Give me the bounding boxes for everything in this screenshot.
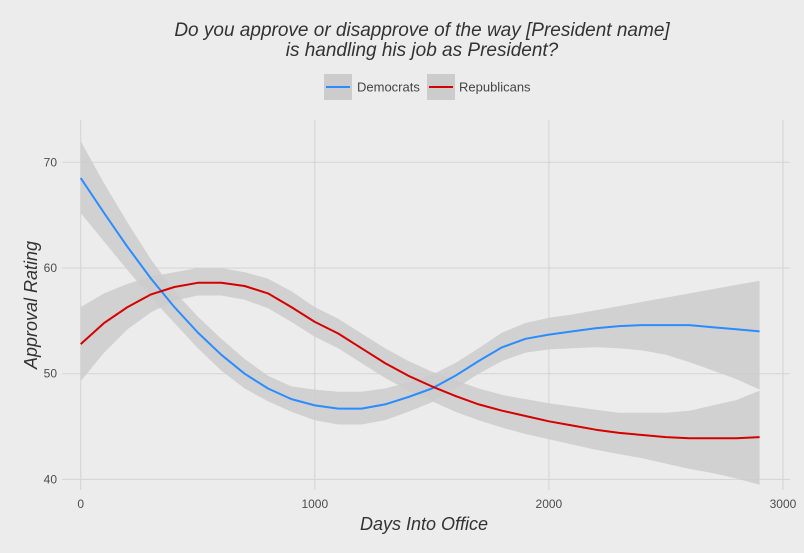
series-line-republicans (80, 281, 760, 440)
series-line-democrats (79, 177, 760, 410)
x-axis-title: Days Into Office (360, 514, 488, 534)
x-tick-label-1000: 1000 (301, 497, 328, 511)
confidence-band-republicans (80, 268, 760, 485)
x-tick-label-0: 0 (77, 497, 84, 511)
legend-item-republicans: Republicans (427, 74, 531, 100)
y-tick-label-70: 70 (44, 155, 58, 169)
legend-label-democrats: Democrats (357, 80, 420, 95)
legend-item-democrats: Democrats (324, 74, 420, 100)
x-axis-ticks: 0 1000 2000 3000 (77, 497, 796, 511)
x-tick-label-3000: 3000 (770, 497, 797, 511)
series-lines (79, 177, 760, 440)
y-tick-label-60: 60 (44, 261, 58, 275)
legend-label-republicans: Republicans (459, 80, 531, 95)
y-tick-label-40: 40 (44, 472, 58, 486)
y-tick-label-50: 50 (44, 367, 58, 381)
legend: Democrats Republicans (324, 74, 531, 100)
x-tick-label-2000: 2000 (536, 497, 563, 511)
chart-title-line-1: Do you approve or disapprove of the way … (174, 20, 670, 41)
y-axis-ticks: 40 50 60 70 (44, 155, 58, 486)
confidence-bands (80, 141, 760, 485)
chart-title-line-2: is handling his job as President? (286, 40, 559, 61)
y-axis-title: Approval Rating (21, 241, 41, 370)
